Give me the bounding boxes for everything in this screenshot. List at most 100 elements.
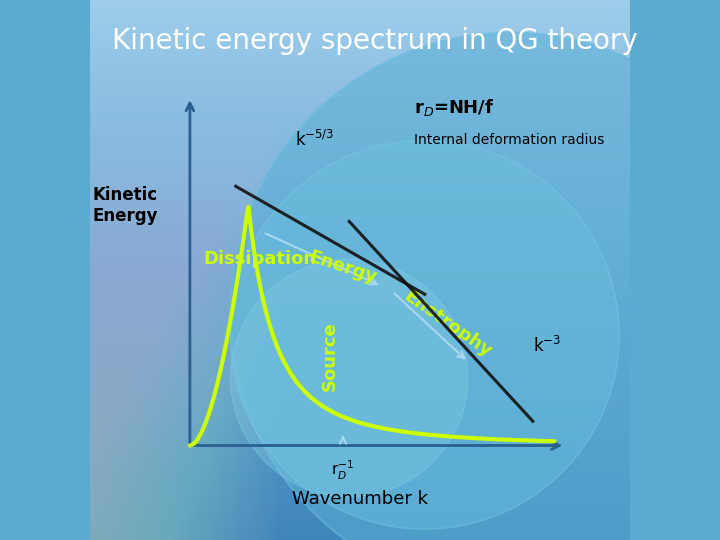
Bar <box>90 421 630 424</box>
Bar <box>90 0 118 540</box>
Bar <box>90 524 630 526</box>
Bar <box>90 424 630 427</box>
Bar <box>90 427 630 429</box>
Bar <box>90 454 630 456</box>
Bar <box>90 316 630 319</box>
Bar <box>90 89 630 92</box>
Bar <box>90 205 630 208</box>
Bar <box>90 221 630 224</box>
Bar <box>90 27 630 30</box>
Bar <box>90 289 630 292</box>
Bar <box>90 370 630 373</box>
Circle shape <box>230 259 468 497</box>
Bar <box>90 227 630 229</box>
Bar <box>90 0 168 540</box>
Bar <box>90 505 630 508</box>
Bar <box>90 451 630 454</box>
Bar <box>90 392 630 394</box>
Bar <box>90 0 163 540</box>
Bar <box>90 151 630 154</box>
Bar <box>90 0 238 540</box>
Bar <box>90 0 138 540</box>
Bar <box>90 0 140 540</box>
Bar <box>90 0 102 540</box>
Circle shape <box>230 140 619 529</box>
Bar <box>90 173 630 176</box>
Bar <box>90 127 630 130</box>
Bar <box>90 181 630 184</box>
Bar <box>90 138 630 140</box>
Bar <box>90 108 630 111</box>
Bar <box>90 0 244 540</box>
Bar <box>90 94 630 97</box>
Bar <box>90 0 96 540</box>
Text: Source: Source <box>320 321 338 392</box>
Bar <box>90 297 630 300</box>
Bar <box>90 197 630 200</box>
Bar <box>90 364 630 367</box>
Bar <box>90 351 630 354</box>
Bar <box>90 537 630 540</box>
Bar <box>90 354 630 356</box>
Bar <box>90 86 630 89</box>
Bar <box>90 0 106 540</box>
Bar <box>90 500 630 502</box>
Bar <box>90 0 122 540</box>
Bar <box>90 405 630 408</box>
Bar <box>90 456 630 459</box>
Bar <box>90 148 630 151</box>
Bar <box>90 275 630 278</box>
Bar <box>90 22 630 24</box>
Bar <box>90 0 166 540</box>
Bar <box>90 310 630 313</box>
Bar <box>90 0 93 540</box>
Bar <box>90 508 630 510</box>
Bar <box>90 513 630 516</box>
Bar <box>90 0 232 540</box>
Bar <box>90 0 219 540</box>
Text: k$^{-5/3}$: k$^{-5/3}$ <box>295 130 335 151</box>
Bar <box>90 475 630 478</box>
Bar <box>90 130 630 132</box>
Bar <box>90 267 630 270</box>
Bar <box>90 78 630 81</box>
Bar <box>90 343 630 346</box>
Bar <box>90 340 630 343</box>
Bar <box>90 84 630 86</box>
Bar <box>90 510 630 513</box>
Bar <box>90 176 630 178</box>
Bar <box>90 11 630 14</box>
Bar <box>90 516 630 518</box>
Bar <box>90 57 630 59</box>
Bar <box>90 335 630 338</box>
Bar <box>90 256 630 259</box>
Bar <box>90 437 630 440</box>
Bar <box>90 292 630 294</box>
Bar <box>90 0 150 540</box>
Bar <box>90 397 630 400</box>
Bar <box>90 232 630 235</box>
Bar <box>90 0 213 540</box>
Bar <box>90 162 630 165</box>
Bar <box>90 5 630 8</box>
Bar <box>90 313 630 316</box>
Bar <box>90 254 630 256</box>
Bar <box>90 146 630 148</box>
Bar <box>90 46 630 49</box>
Bar <box>90 240 630 243</box>
Bar <box>90 224 630 227</box>
Bar <box>90 470 630 472</box>
Bar <box>90 416 630 418</box>
Bar <box>90 54 630 57</box>
Bar <box>90 448 630 451</box>
Bar <box>90 0 188 540</box>
Bar <box>90 0 134 540</box>
Bar <box>90 238 630 240</box>
Bar <box>90 167 630 170</box>
Text: Enstrophy: Enstrophy <box>400 287 495 361</box>
Bar <box>90 410 630 413</box>
Bar <box>90 70 630 73</box>
Bar <box>90 262 630 265</box>
Bar <box>90 481 630 483</box>
Bar <box>90 0 222 540</box>
